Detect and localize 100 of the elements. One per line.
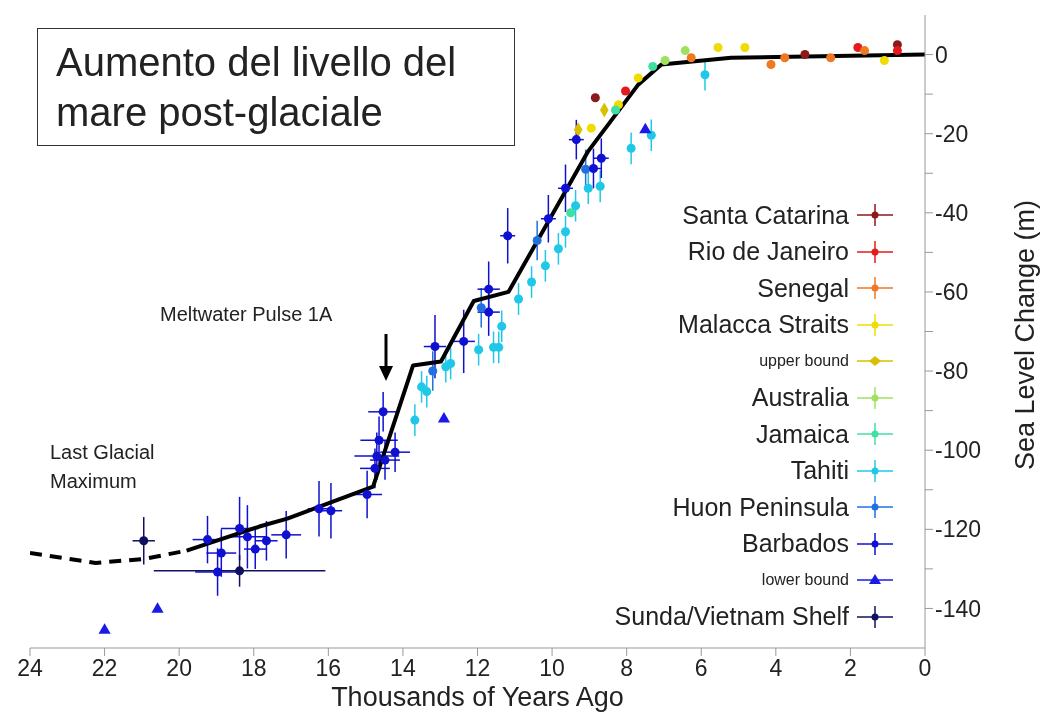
point [532,236,542,246]
point [474,345,484,355]
y-tick-label: -40 [935,199,969,226]
point [583,183,593,193]
point [590,93,600,103]
point [437,411,451,423]
point [700,70,710,80]
point [740,42,750,52]
x-tick-label: 16 [315,655,342,682]
point [98,623,111,634]
point [713,42,723,52]
point [242,532,252,542]
legend-label: lower bound [761,571,849,590]
annotation: Meltwater Pulse 1A [160,302,333,327]
legend-label: Barbados [741,529,849,559]
point [639,122,652,134]
point [446,359,456,369]
point [484,284,494,294]
x-tick-label: 14 [390,655,416,682]
y-axis-title: Sea Level Change (m) [1009,198,1041,473]
legend-label: Tahiti [790,456,849,486]
point [422,387,432,397]
point [378,407,388,417]
point [497,321,507,331]
point [766,59,776,69]
legend-label: Malacca Straits [678,310,849,340]
point [202,535,213,545]
x-tick-label: 24 [17,655,43,682]
point [503,231,513,241]
x-tick-label: 8 [620,655,634,682]
point [459,336,469,346]
point [428,366,438,376]
x-tick-label: 6 [694,655,708,682]
point [213,567,223,577]
legend-label: Senegal [757,273,849,303]
x-tick-label: 10 [539,655,565,682]
point [362,489,372,499]
point [646,130,656,140]
point [139,536,149,546]
point [430,342,440,352]
x-tick-label: 12 [464,655,491,682]
point [410,415,420,425]
point [621,86,631,96]
point [595,181,605,191]
legend-label: Huon Peninsula [672,492,849,522]
point [151,602,164,613]
y-tick-label: -20 [935,120,969,147]
point [571,201,581,211]
point [892,46,902,56]
point [566,208,576,218]
point [660,55,670,65]
x-tick-label: 0 [918,655,932,682]
point [586,123,596,133]
point [626,143,636,153]
point [571,135,581,145]
point [326,506,336,516]
legend-label: Santa Catarina [682,200,849,230]
y-tick-label: -60 [935,279,969,306]
legend-label: Sunda/Vietnam Shelf [614,602,849,632]
y-tick-label: -80 [935,358,969,385]
point [800,50,810,60]
x-axis-title: Thousands of Years Ago [330,682,625,713]
point [610,105,620,115]
point [261,536,271,546]
legend-label: Australia [751,383,849,413]
point [514,294,524,304]
point [560,227,571,237]
point [680,46,690,56]
y-tick-label: -140 [935,595,982,622]
y-tick-label: -100 [935,437,982,464]
point [372,451,382,461]
point [216,548,226,558]
point [633,73,643,83]
point [826,53,836,63]
legend-label: Rio de Janeiro [687,237,849,267]
point [527,277,537,287]
point [540,261,550,271]
x-tick-label: 2 [844,655,857,682]
point [879,55,889,65]
x-tick-label: 4 [769,655,783,682]
point [648,61,658,71]
point [596,153,606,163]
point [860,46,870,56]
point [476,303,486,313]
x-tick-label: 22 [91,655,118,682]
text: Aumento del livello del mare post-glaciale [37,28,515,146]
point [588,164,598,174]
point [686,53,696,63]
point [380,455,390,465]
x-tick-label: 18 [240,655,267,682]
point [374,435,384,445]
legend-label: Jamaica [755,419,849,449]
point [370,463,380,473]
point [390,447,400,457]
point [780,53,790,63]
point [250,544,260,554]
y-tick-label: -120 [935,516,982,543]
point [543,214,553,224]
point [553,244,563,254]
point [581,164,591,174]
